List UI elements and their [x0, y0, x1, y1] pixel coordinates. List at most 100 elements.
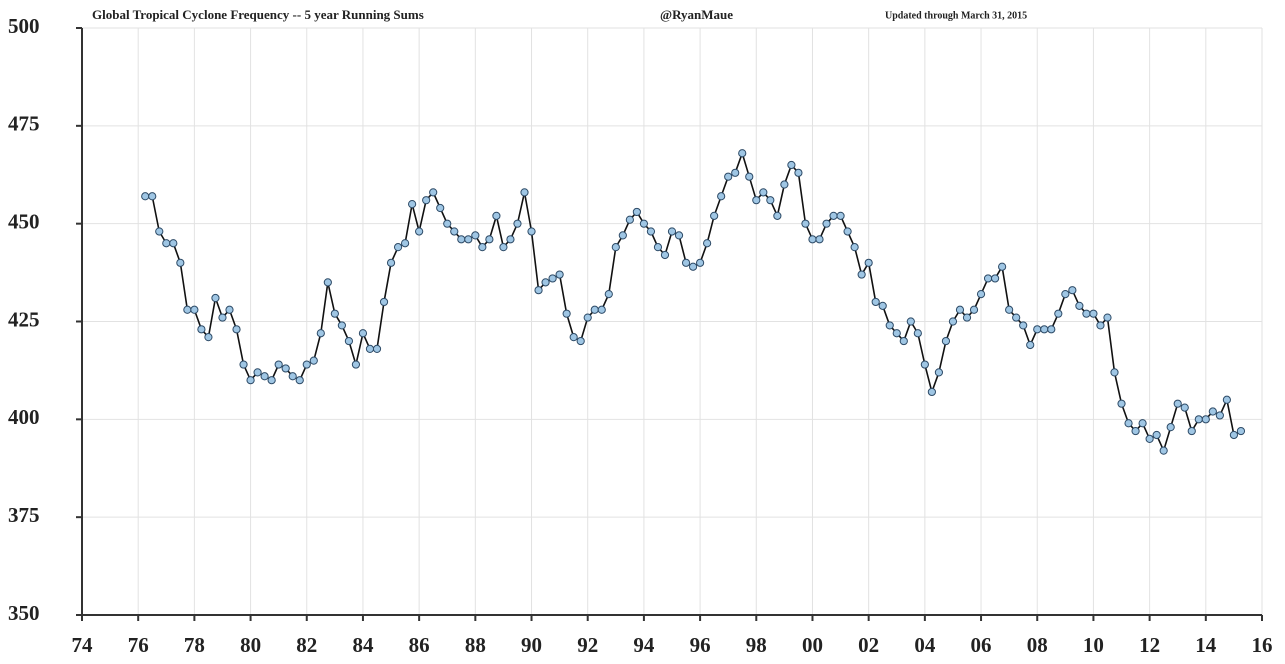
data-point: [998, 262, 1007, 271]
data-point: [169, 239, 178, 248]
x-tick-label: 82: [296, 633, 317, 657]
data-point: [955, 305, 965, 314]
data-point: [295, 376, 304, 385]
y-tick-label: 475: [8, 112, 40, 136]
data-point: [1131, 426, 1140, 436]
data-point: [415, 227, 424, 236]
data-point: [1110, 368, 1119, 377]
data-point: [1194, 415, 1203, 424]
data-point: [738, 149, 747, 158]
data-point: [674, 231, 684, 240]
data-point: [492, 211, 501, 220]
x-tick-label: 12: [1139, 633, 1160, 657]
data-point: [745, 172, 754, 181]
data-point: [274, 360, 283, 369]
data-point: [1180, 403, 1189, 412]
data-point: [906, 317, 915, 326]
data-point: [1005, 305, 1014, 314]
data-point: [962, 313, 972, 322]
data-point: [941, 336, 951, 346]
x-tick-label: 08: [1027, 633, 1048, 657]
data-point: [1089, 309, 1098, 318]
data-point: [583, 313, 592, 322]
data-point: [239, 360, 248, 369]
data-point: [1124, 419, 1133, 428]
data-point: [204, 333, 213, 342]
data-point: [885, 321, 894, 330]
data-point: [1068, 286, 1077, 295]
x-tick-label: 00: [802, 633, 823, 657]
data-point: [766, 196, 775, 205]
data-point: [801, 219, 810, 228]
data-point: [443, 219, 452, 228]
data-point: [548, 274, 557, 283]
x-tick-label: 10: [1083, 633, 1104, 657]
data-point: [485, 235, 494, 244]
x-tick-label: 96: [690, 633, 711, 657]
x-tick-label: 92: [577, 633, 598, 657]
data-point: [724, 172, 733, 181]
data-point: [1040, 325, 1049, 334]
data-point: [246, 376, 255, 385]
data-point: [773, 211, 782, 220]
data-point: [1061, 290, 1070, 299]
data-point: [155, 227, 164, 236]
x-tick-label: 90: [521, 633, 542, 657]
data-point: [836, 211, 845, 220]
data-point: [864, 258, 873, 267]
data-point: [646, 227, 656, 236]
data-point: [330, 309, 339, 318]
data-point: [660, 250, 670, 260]
x-tick-label: 84: [352, 633, 374, 657]
data-point: [190, 305, 199, 314]
data-point: [787, 160, 796, 170]
data-point: [1187, 426, 1196, 436]
data-point: [323, 278, 332, 287]
data-point: [920, 360, 929, 369]
data-point: [1096, 321, 1105, 330]
data-point: [632, 207, 641, 217]
data-point: [780, 180, 789, 189]
data-point: [878, 301, 887, 310]
data-point: [225, 305, 234, 314]
x-tick-label: 14: [1195, 633, 1217, 657]
data-point: [386, 258, 396, 267]
data-point: [372, 344, 382, 353]
data-point: [534, 286, 543, 295]
x-tick-label: 86: [409, 633, 430, 657]
data-point: [717, 192, 726, 201]
data-point: [871, 297, 880, 307]
data-point: [1026, 340, 1035, 350]
data-point: [1033, 325, 1042, 334]
data-point: [990, 274, 1000, 283]
x-tick-label: 16: [1252, 633, 1273, 657]
data-point: [393, 243, 403, 252]
data-point: [976, 290, 986, 299]
data-point: [759, 188, 768, 197]
data-point: [513, 219, 522, 228]
y-tick-label: 375: [8, 503, 40, 527]
data-point: [927, 387, 936, 397]
x-tick-label: 04: [914, 633, 936, 657]
data-point: [429, 188, 438, 197]
data-point: [604, 290, 613, 299]
x-tick-label: 76: [128, 633, 149, 657]
data-point: [211, 293, 220, 303]
y-tick-label: 350: [8, 601, 40, 625]
data-point: [400, 239, 410, 248]
data-point: [892, 329, 901, 338]
data-point: [422, 196, 431, 205]
data-point: [288, 372, 297, 381]
data-point: [267, 376, 276, 385]
data-point: [499, 243, 508, 252]
data-point: [408, 200, 417, 209]
data-point: [597, 305, 606, 314]
data-point: [351, 360, 361, 369]
data-point: [1082, 309, 1091, 318]
data-point: [281, 364, 290, 373]
data-point: [857, 270, 866, 279]
data-point: [850, 243, 859, 252]
data-point: [1159, 446, 1168, 455]
data-point: [899, 336, 908, 346]
